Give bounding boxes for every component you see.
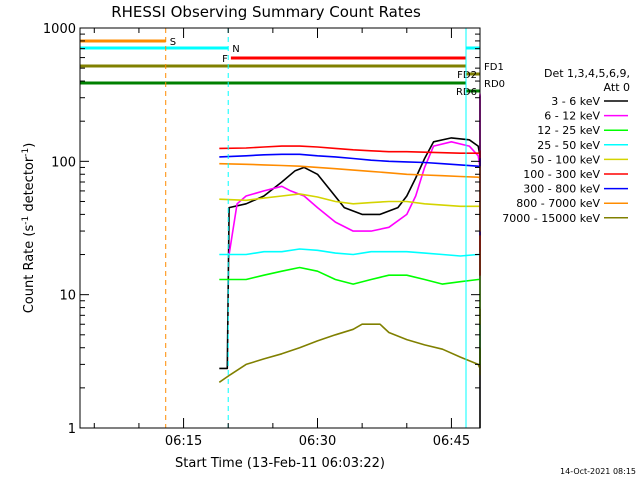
- legend-label: 6 - 12 keV: [544, 110, 600, 123]
- legend-header-detectors: Det 1,3,4,5,6,9,: [544, 67, 630, 80]
- axes: 1 10 100 1000 06:15 06:30 06:45: [43, 22, 480, 449]
- legend-label: 12 - 25 keV: [537, 124, 600, 137]
- x-tick-label: 06:30: [299, 434, 336, 449]
- legend-label: 3 - 6 keV: [551, 95, 600, 108]
- x-tick-label: 06:45: [433, 434, 470, 449]
- y-tick-label: 10: [59, 289, 76, 304]
- flag-label: FD1: [484, 62, 504, 73]
- plot-frame: [79, 27, 481, 429]
- y-axis-label-prefix: Count Rate (s: [22, 225, 37, 314]
- flag-label: RD0: [484, 79, 505, 90]
- chart-title: RHESSI Observing Summary Count Rates: [111, 3, 421, 21]
- flag-label: N: [232, 44, 239, 55]
- legend-label: 7000 - 15000 keV: [502, 212, 600, 225]
- x-axis-label: Start Time (13-Feb-11 06:03:22): [175, 456, 385, 471]
- legend-label: 50 - 100 keV: [530, 153, 600, 166]
- y-tick-label: 1000: [43, 22, 76, 37]
- y-tick-label: 100: [51, 155, 76, 170]
- y-axis-label-sup-2: -1: [21, 148, 31, 157]
- flag-label: FD2: [457, 70, 477, 81]
- plot-timestamp: 14-Oct-2021 08:15: [560, 467, 636, 476]
- legend-label: 300 - 800 keV: [523, 183, 600, 196]
- y-axis-label: Count Rate (s-1 detector-1): [21, 143, 37, 314]
- legend-label: 100 - 300 keV: [523, 168, 600, 181]
- x-tick-label: 06:15: [165, 434, 202, 449]
- legend-label: 800 - 7000 keV: [516, 197, 600, 210]
- flag-label: F: [222, 54, 228, 65]
- y-axis-label-mid: detector: [22, 156, 37, 216]
- y-tick-label: 1: [68, 422, 76, 437]
- legend-label: 25 - 50 keV: [537, 139, 600, 152]
- y-axis-label-suffix: ): [22, 143, 37, 148]
- flag-label: S: [170, 37, 176, 48]
- legend-header-attenuator: Att 0: [604, 81, 630, 94]
- y-axis-label-sup-1: -1: [21, 216, 31, 225]
- vertical-markers: [165, 28, 467, 428]
